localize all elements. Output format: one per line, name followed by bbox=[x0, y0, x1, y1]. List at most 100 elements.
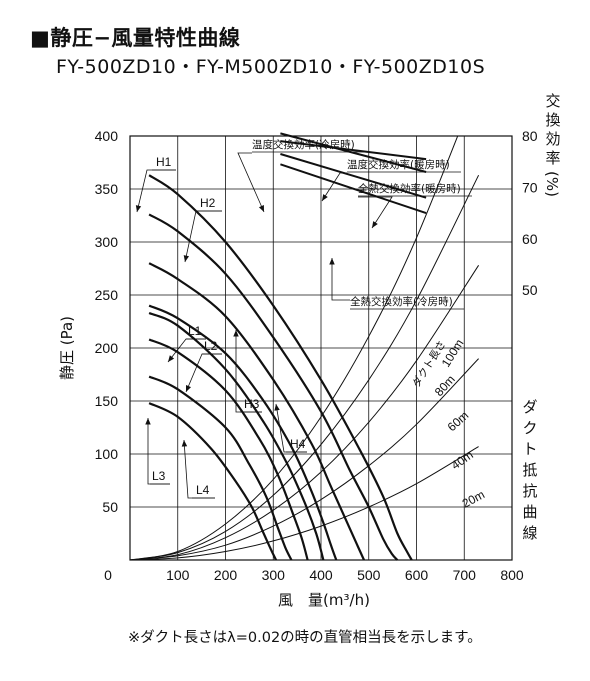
y-tick-label: 50 bbox=[102, 499, 118, 515]
duct-axis-label-char: 線 bbox=[522, 524, 537, 542]
efficiency-line bbox=[280, 132, 427, 173]
leader-arrow bbox=[183, 255, 190, 262]
leader-line bbox=[331, 258, 350, 301]
y-tick-label: 400 bbox=[95, 128, 119, 144]
y-tick-label: 300 bbox=[95, 234, 119, 250]
curve-label-L1: L1 bbox=[167, 324, 206, 363]
y-tick-label: 100 bbox=[95, 446, 119, 462]
curve-label-text: L4 bbox=[196, 483, 210, 497]
leader-line bbox=[147, 418, 170, 485]
efficiency-label-text: 全熱交換効率(冷房時) bbox=[350, 295, 453, 308]
efficiency-line bbox=[280, 153, 427, 199]
fan-curve-H3 bbox=[148, 262, 365, 561]
x-tick-label: 100 bbox=[166, 567, 190, 583]
chart-subtitle: FY-500ZD10・FY-M500ZD10・FY-500ZD10S bbox=[56, 56, 486, 78]
curve-label-text: H4 bbox=[290, 437, 306, 451]
x-tick-label: 800 bbox=[500, 567, 524, 583]
leader-line bbox=[237, 152, 265, 213]
leader-line bbox=[185, 353, 222, 393]
curve-label-H2: H2 bbox=[183, 196, 222, 263]
y2-axis-label: 交換効率 bbox=[545, 92, 560, 167]
duct-curve-100m bbox=[130, 136, 459, 560]
leader-line bbox=[358, 196, 393, 229]
y2-axis-label-char: 効 bbox=[545, 130, 560, 148]
efficiency-label: 温度交換効率(冷房時) bbox=[237, 138, 366, 213]
leader-arrow bbox=[168, 355, 175, 362]
y-tick-label: 150 bbox=[95, 393, 119, 409]
curve-label-L2: L2 bbox=[185, 339, 222, 393]
leader-line bbox=[183, 439, 215, 499]
leader-arrow bbox=[329, 258, 335, 265]
leader-line bbox=[184, 210, 222, 263]
curve-label-text: L3 bbox=[152, 469, 166, 483]
curve-label-text: L2 bbox=[204, 339, 218, 353]
curve-label-H3: H3 bbox=[233, 330, 262, 413]
leader-line bbox=[235, 330, 262, 413]
chart-title: ■静圧−風量特性曲線 bbox=[30, 26, 241, 50]
duct-label-60m: 60m bbox=[445, 408, 472, 434]
x-tick-label: 700 bbox=[453, 567, 477, 583]
fan-curve-H4 bbox=[148, 304, 338, 561]
curve-label-L3: L3 bbox=[145, 418, 170, 485]
efficiency-label: 全熱交換効率(暖房時) bbox=[358, 182, 472, 229]
y2-axis-label-char: 換 bbox=[545, 111, 560, 129]
leader-arrow bbox=[372, 221, 378, 228]
y-tick-label: 350 bbox=[95, 181, 119, 197]
fan-curve-L4 bbox=[148, 402, 278, 561]
efficiency-curves bbox=[280, 132, 427, 215]
curve-label-text: L1 bbox=[188, 324, 202, 338]
curve-label-H4: H4 bbox=[274, 403, 307, 453]
x-tick-label: 500 bbox=[357, 567, 381, 583]
fan-curve-L3 bbox=[148, 375, 293, 561]
duct-axis-label-char: 抵 bbox=[522, 461, 537, 479]
leader-line bbox=[167, 338, 206, 363]
efficiency-line bbox=[280, 140, 427, 161]
y2-tick-label: 70 bbox=[522, 179, 538, 195]
y2-axis-label-char: 率 bbox=[545, 149, 560, 167]
labels: 0 100 200 300 400 500 600 700 800 50 100 150 200 250 3… bbox=[58, 92, 561, 609]
curve-label-text: H1 bbox=[156, 155, 172, 169]
footnote: ※ダクト長さはλ=0.02の時の直管相当長を示します。 bbox=[128, 630, 482, 646]
duct-label-40m: 40m bbox=[449, 448, 476, 473]
curve-label-L4: L4 bbox=[181, 439, 215, 499]
x-tick-label: 600 bbox=[405, 567, 429, 583]
fan-curve-L1 bbox=[148, 311, 325, 561]
leader-line bbox=[136, 169, 176, 213]
duct-label-80m: 80m bbox=[432, 372, 458, 399]
x-tick-label: 300 bbox=[262, 567, 286, 583]
leader-arrow bbox=[322, 194, 328, 201]
x-tick-label: 200 bbox=[214, 567, 238, 583]
efficiency-label: 全熱交換効率(冷房時) bbox=[329, 258, 464, 310]
efficiency-label-text: 温度交換効率(冷房時) bbox=[252, 138, 355, 151]
leader-arrow bbox=[181, 440, 188, 447]
leader-arrow bbox=[135, 205, 142, 212]
fan-curves bbox=[148, 174, 413, 561]
duct-axis-label-char: 曲 bbox=[522, 503, 537, 521]
fan-curve-H1 bbox=[148, 174, 413, 561]
duct-axis-label-char: ト bbox=[522, 440, 537, 458]
y2-axis-unit: (%) bbox=[543, 171, 561, 197]
curve-label-H1: H1 bbox=[135, 155, 176, 213]
fan-curve-L2 bbox=[148, 338, 309, 561]
curve-label-text: H3 bbox=[244, 397, 260, 411]
y-tick-label: 250 bbox=[95, 287, 119, 303]
y-tick-label: 200 bbox=[95, 340, 119, 356]
duct-curve-40m bbox=[130, 358, 479, 560]
leader-line bbox=[275, 403, 307, 453]
duct-axis-label-char: ク bbox=[522, 419, 537, 437]
x-tick-label: 400 bbox=[309, 567, 333, 583]
leader-arrow bbox=[233, 330, 239, 337]
duct-curve-60m bbox=[130, 265, 480, 560]
leader-arrow bbox=[145, 418, 151, 425]
y-axis-label: 静圧 (Pa) bbox=[58, 316, 76, 380]
leader-arrow bbox=[258, 205, 264, 212]
grid bbox=[129, 135, 513, 561]
y2-tick-label: 80 bbox=[522, 128, 538, 144]
leader-line bbox=[321, 172, 347, 202]
leader-arrow bbox=[185, 385, 192, 392]
efficiency-label: 温度交換効率(暖房時) bbox=[321, 158, 461, 202]
efficiency-label-text: 全熱交換効率(暖房時) bbox=[358, 182, 461, 195]
efficiency-line bbox=[280, 163, 427, 215]
